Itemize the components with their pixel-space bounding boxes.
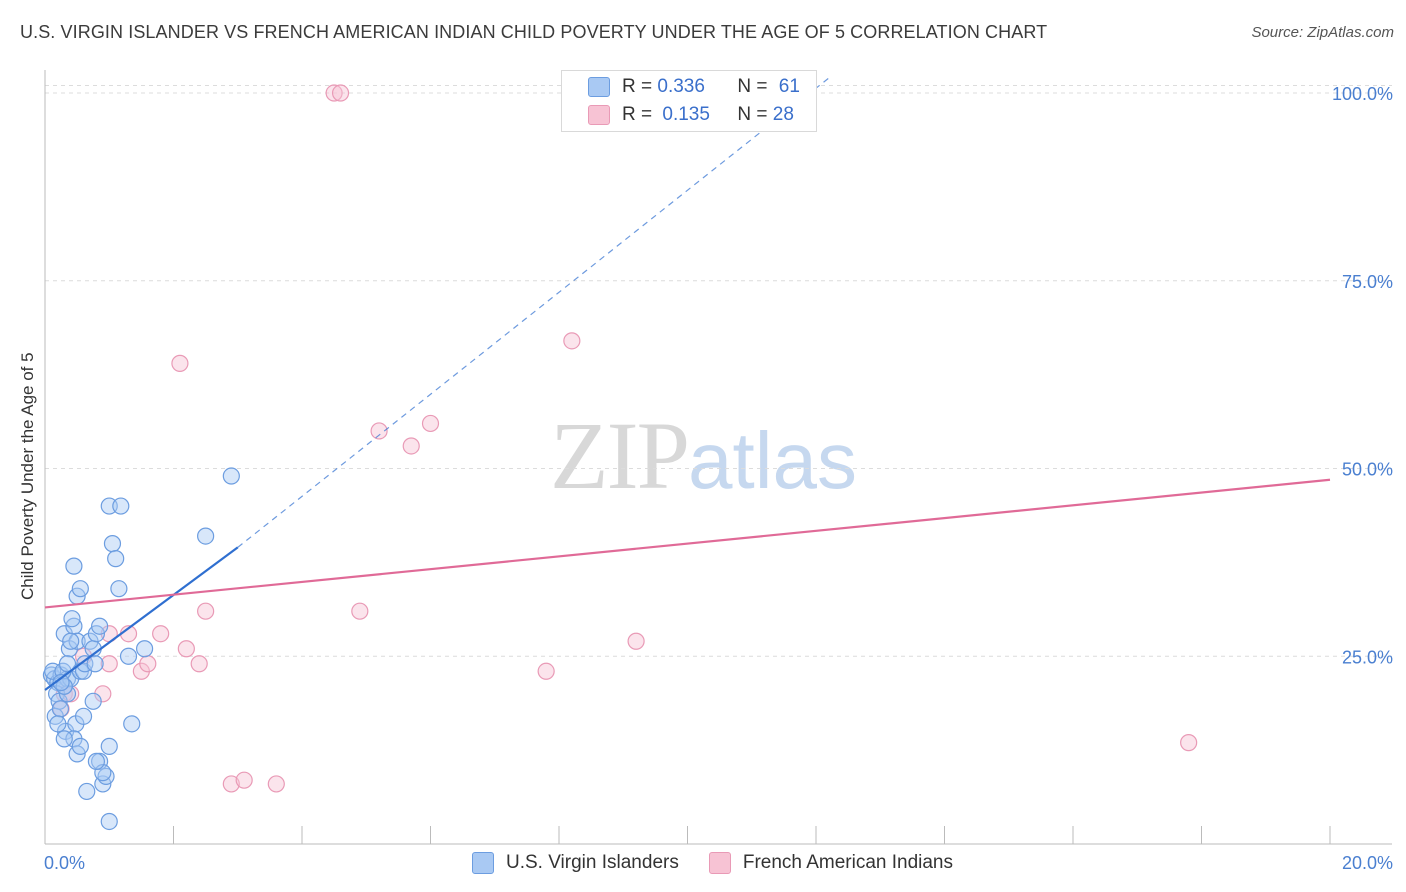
data-point-french-american-indians [325,84,343,102]
legend-n-value: 28 [772,104,794,125]
data-point-us-virgin-islanders [71,737,89,755]
data-point-us-virgin-islanders [103,535,122,553]
data-point-french-american-indians [1180,734,1198,752]
trend-line-blue [44,546,239,691]
data-point-french-american-indians [351,602,369,620]
data-point-us-virgin-islanders [71,580,89,598]
data-point-french-american-indians [171,354,189,372]
data-point-us-virgin-islanders [135,640,154,658]
data-point-us-virgin-islanders [100,812,118,831]
legend-n-label: N = [737,76,768,97]
data-point-french-american-indians [139,655,157,673]
legend-r-label: R = [622,76,653,97]
data-point-us-virgin-islanders [112,497,130,515]
watermark-zip: ZIP [550,402,690,509]
data-point-french-american-indians [235,771,253,789]
data-point-us-virgin-islanders [197,527,215,545]
data-point-us-virgin-islanders [51,700,70,718]
data-point-us-virgin-islanders [58,655,77,673]
data-point-us-virgin-islanders [74,707,93,725]
x-tick-label: 20.0% [1342,853,1393,873]
series-legend: U.S. Virgin Islanders French American In… [472,852,983,874]
y-tick-label: 100.0% [1332,84,1393,104]
data-point-french-american-indians [100,655,118,673]
data-point-french-american-indians [197,602,215,620]
legend-r-label: R = [622,104,653,125]
trend-line-pink [44,478,1331,609]
data-point-french-american-indians [331,84,350,102]
data-point-us-virgin-islanders [49,715,67,733]
data-point-french-american-indians [177,640,195,658]
data-point-french-american-indians [402,437,420,455]
series-swatch-blue [472,852,494,874]
series-legend-label: French American Indians [742,852,954,873]
data-point-us-virgin-islanders [55,730,73,748]
legend-r-value: 0.336 [657,76,705,97]
data-point-us-virgin-islanders [78,782,96,801]
data-point-french-american-indians [627,632,645,650]
series-legend-item-blue[interactable]: U.S. Virgin Islanders [472,852,679,874]
data-point-us-virgin-islanders [123,715,141,733]
data-point-us-virgin-islanders [86,655,104,673]
source-label: Source: ZipAtlas.com [1251,24,1394,41]
data-point-french-american-indians [563,332,581,350]
legend-swatch-blue [588,77,610,97]
legend-row-pink: R = 0.135 N = 28 [562,101,794,129]
data-point-french-american-indians [152,625,170,643]
data-point-us-virgin-islanders [63,610,81,628]
chart-title: U.S. VIRGIN ISLANDER VS FRENCH AMERICAN … [20,22,1048,42]
legend-n-label: N = [737,104,768,125]
legend-swatch-pink [588,105,610,125]
correlation-legend: R = 0.336 N = 61 R = 0.135 N = 28 [561,70,817,132]
y-tick-label: 50.0% [1342,460,1393,480]
legend-r-value: 0.135 [662,104,710,125]
legend-row-blue: R = 0.336 N = 61 [562,73,800,101]
data-point-us-virgin-islanders [87,752,106,770]
y-tick-label: 75.0% [1342,272,1393,292]
data-point-us-virgin-islanders [52,673,70,692]
data-point-us-virgin-islanders [84,692,102,710]
data-point-us-virgin-islanders [68,632,86,650]
data-point-french-american-indians [537,662,555,680]
x-tick-label: 0.0% [44,853,85,873]
watermark: ZIPatlas [550,400,857,511]
watermark-atlas: atlas [688,416,857,505]
data-point-us-virgin-islanders [100,737,118,755]
trend-line-blue-extended [237,77,830,548]
data-point-us-virgin-islanders [110,580,128,598]
data-point-us-virgin-islanders [65,557,83,575]
data-point-us-virgin-islanders [91,617,109,635]
series-legend-label: U.S. Virgin Islanders [506,852,679,873]
data-point-french-american-indians [421,414,440,433]
series-swatch-pink [708,852,731,874]
legend-n-value: 61 [778,76,800,97]
data-point-us-virgin-islanders [119,647,138,665]
data-point-french-american-indians [370,422,388,440]
y-tick-label: 25.0% [1342,647,1393,667]
data-point-french-american-indians [267,775,285,793]
data-point-french-american-indians [222,775,240,793]
data-point-us-virgin-islanders [222,467,240,485]
series-legend-item-pink[interactable]: French American Indians [708,852,954,874]
data-point-french-american-indians [190,655,208,673]
data-point-us-virgin-islanders [107,550,125,568]
data-point-us-virgin-islanders [62,632,80,650]
